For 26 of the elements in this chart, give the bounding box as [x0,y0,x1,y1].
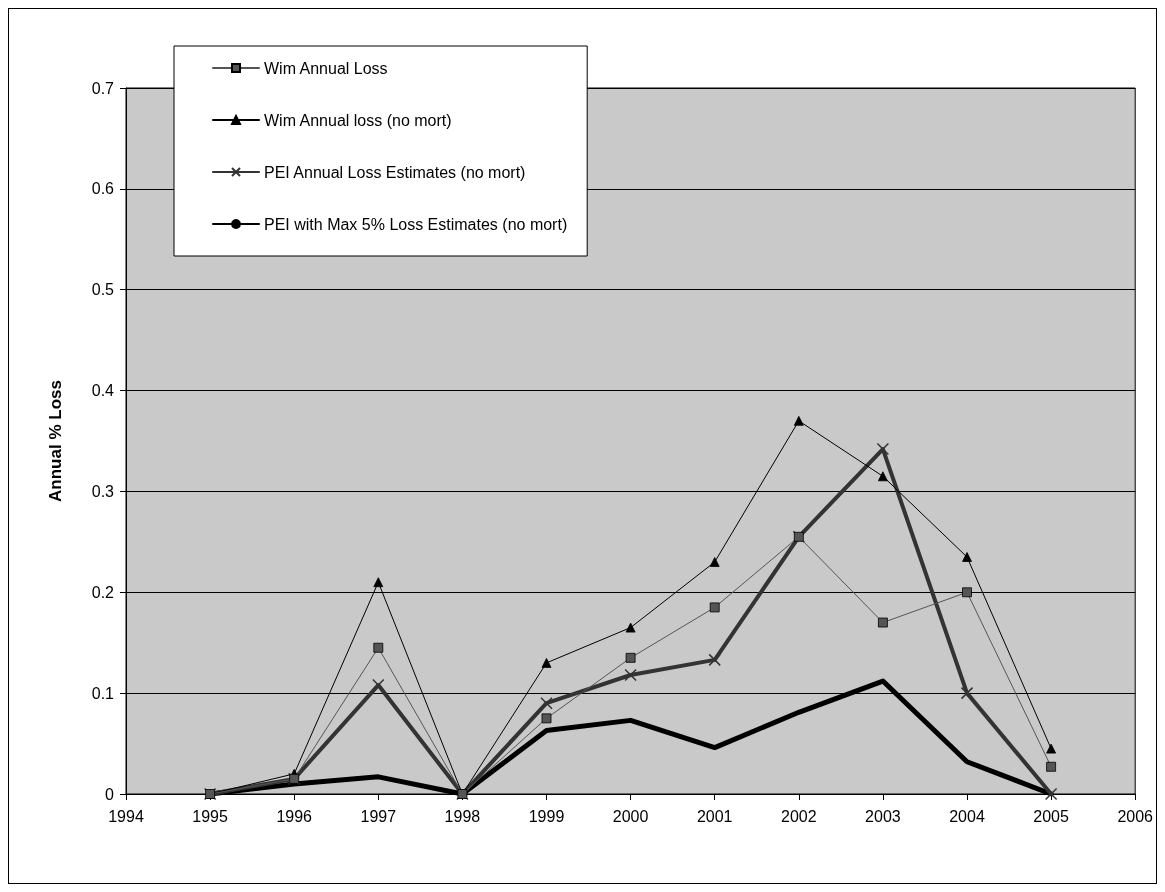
x-tick-label: 1998 [444,807,481,825]
x-tick-label: 2000 [612,807,649,825]
x-tick-label: 1994 [108,807,144,825]
legend-label: PEI Annual Loss Estimates (no mort) [264,163,526,181]
y-tick-label: 0 [105,785,115,803]
legend-label: Wim Annual Loss [264,59,388,77]
legend-label: PEI with Max 5% Loss Estimates (no mort) [264,215,568,233]
x-tick-label: 1997 [360,807,397,825]
x-tick-label: 2001 [696,807,733,825]
x-tick-label: 2002 [781,807,817,825]
y-tick-label: 0.5 [91,281,115,299]
y-tick-label: 0.6 [91,180,115,198]
y-tick-label: 0.2 [91,583,115,601]
x-tick-label: 1996 [276,807,313,825]
legend-label: Wim Annual loss (no mort) [264,111,452,129]
x-tick-label: 2005 [1033,807,1069,825]
y-tick-label: 0.7 [91,79,115,97]
y-tick-label: 0.1 [91,684,115,702]
x-tick-label: 2006 [1117,807,1154,825]
x-tick-label: 2003 [865,807,901,825]
x-tick-label: 1995 [192,807,228,825]
x-tick-label: 1999 [528,807,565,825]
y-tick-label: 0.4 [91,382,115,400]
y-axis-title: Annual % Loss [46,380,65,502]
x-tick-label: 2004 [949,807,985,825]
y-tick-label: 0.3 [91,482,115,500]
